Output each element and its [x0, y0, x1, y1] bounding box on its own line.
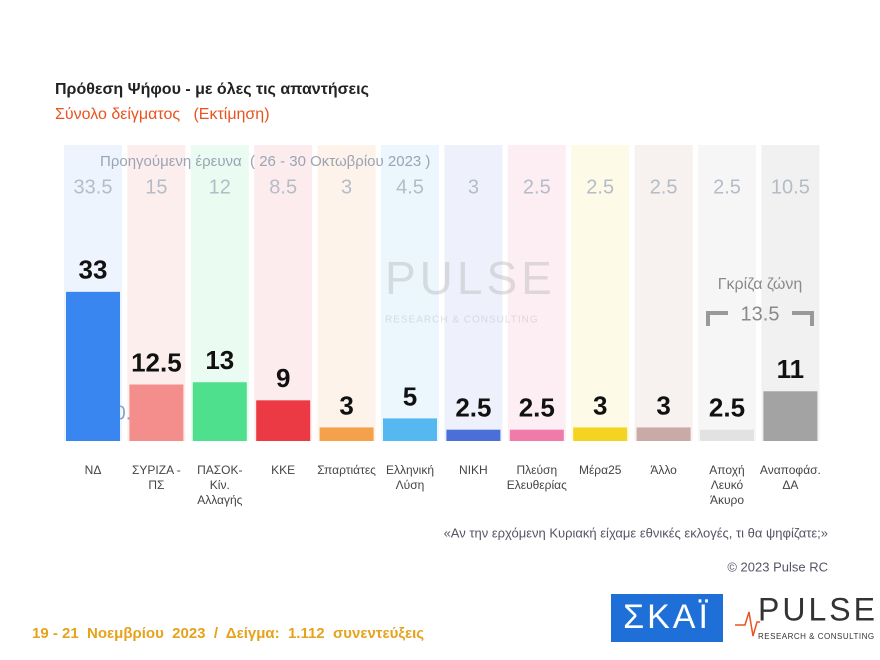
skai-logo: ΣΚΑΪ: [623, 598, 711, 636]
category-label: ΠΑΣΟΚ-Κίν. Αλλαγής: [197, 463, 243, 507]
column-background: [381, 145, 439, 441]
previous-value: 12: [209, 176, 231, 198]
column-background: [444, 145, 503, 441]
value-label: 12.5: [131, 347, 182, 377]
previous-value: 2.5: [586, 176, 614, 198]
gray-zone-value: 13.5: [741, 303, 780, 325]
gray-zone-label: Γκρίζα ζώνη: [718, 276, 803, 293]
value-label: 13: [205, 345, 234, 375]
bar: [383, 418, 437, 441]
value-label: 2.5: [709, 393, 745, 423]
category-label: Αναποφάσ. ΔΑ: [759, 463, 821, 492]
column-background: [571, 145, 630, 441]
bar: [319, 427, 374, 441]
previous-value: 3: [341, 176, 352, 198]
category-label: ΝΙΚΗ: [459, 463, 488, 477]
column-background: [254, 145, 313, 441]
bar: [700, 429, 754, 441]
value-label: 9: [276, 363, 290, 393]
bar: [446, 429, 501, 441]
skai-logo-box: [611, 594, 723, 642]
bar: [636, 427, 691, 441]
gray-zone-bracket: [706, 311, 814, 326]
value-label: 3: [656, 390, 670, 420]
category-label: Αποχή Λευκό Άκυρο: [709, 463, 745, 507]
bar: [192, 382, 247, 441]
column-background: [317, 145, 376, 441]
value-label: 3: [593, 390, 607, 420]
category-label: ΚΚΕ: [271, 463, 296, 477]
value-label: 33: [79, 255, 108, 285]
footer: 19 - 21 Νοεμβρίου 2023 / Δείγμα: 1.112 σ…: [32, 625, 424, 642]
copyright: © 2023 Pulse RC: [727, 559, 828, 574]
previous-value: 4.5: [396, 176, 424, 198]
watermark-logo: PULSE: [385, 252, 556, 304]
category-label: Άλλο: [650, 463, 677, 477]
previous-value: 2.5: [650, 176, 678, 198]
value-label: 5: [403, 381, 417, 411]
previous-value: 15: [145, 176, 167, 198]
value-label: 11: [777, 354, 805, 384]
watermark-sub: RESEARCH & CONSULTING: [385, 315, 539, 326]
previous-value: 3: [468, 176, 479, 198]
bar: [66, 291, 120, 441]
column-background: [698, 145, 756, 441]
chart-title: Πρόθεση Ψήφου - με όλες τις απαντήσεις: [55, 81, 369, 98]
pulse-logo-sub: RESEARCH & CONSULTING: [758, 632, 875, 641]
value-label: 3: [339, 390, 353, 420]
bar: [129, 384, 184, 441]
previous-value: 33.5: [74, 176, 113, 198]
value-label: 2.5: [455, 393, 491, 423]
watermark: PULSE RESEARCH & CONSULTING: [385, 252, 556, 326]
category-label: Μέρα25: [578, 463, 622, 477]
previous-value: 8.5: [269, 176, 297, 198]
bar: [509, 429, 564, 441]
chart-subtitle: Σύνολο δείγματος (Εκτίμηση): [55, 106, 270, 123]
question: «Αν την ερχόμενη Κυριακή είχαμε εθνικές …: [444, 525, 828, 540]
pulse-logo-wave: [735, 611, 760, 637]
bar: [256, 400, 311, 441]
bar: [573, 427, 628, 441]
category-label: ΣΥΡΙΖΑ - ΠΣ: [132, 463, 181, 492]
category-label: Σπαρτιάτες: [317, 463, 376, 477]
category-label: ΝΔ: [84, 463, 102, 477]
previous-value: 2.5: [713, 176, 741, 198]
pulse-logo: PULSE: [758, 591, 878, 627]
previous-value: 10.5: [771, 176, 810, 198]
category-label: Πλεύση Ελευθερίας: [506, 463, 567, 492]
value-label: 2.5: [519, 393, 555, 423]
column-background: [507, 145, 566, 441]
previous-value: 2.5: [523, 176, 551, 198]
column-background: [634, 145, 693, 441]
category-label: Ελληνική Λύση: [385, 463, 435, 492]
bar: [763, 391, 818, 441]
previous-label: Προηγούμενη έρευνα ( 26 - 30 Οκτωβρίου 2…: [100, 153, 430, 170]
